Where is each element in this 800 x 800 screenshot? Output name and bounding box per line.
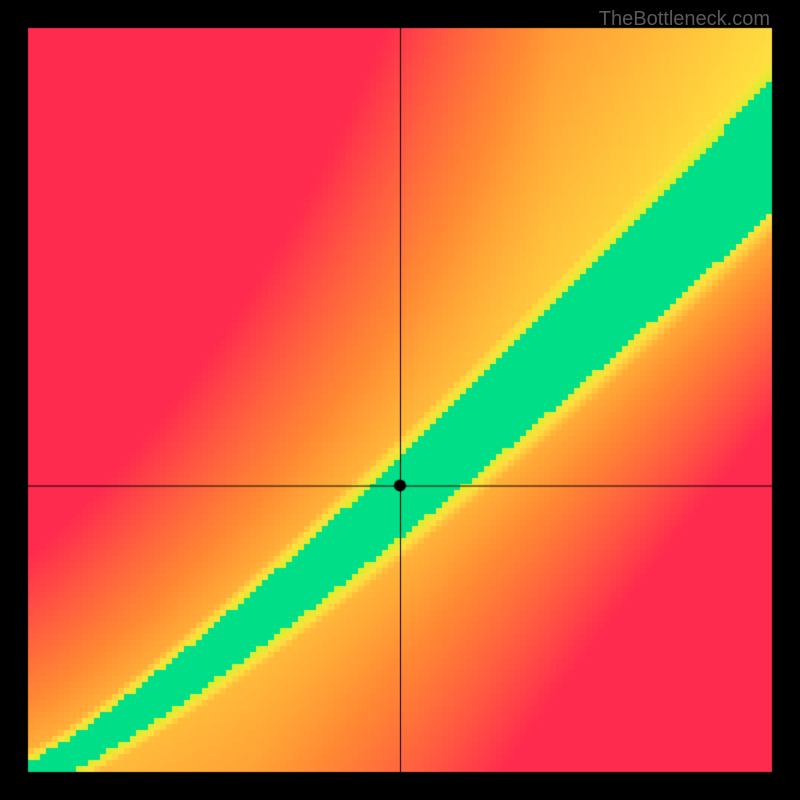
watermark-text: TheBottleneck.com [599,8,770,31]
heatmap-canvas [0,0,800,800]
bottleneck-heatmap-chart: TheBottleneck.com [0,0,800,800]
